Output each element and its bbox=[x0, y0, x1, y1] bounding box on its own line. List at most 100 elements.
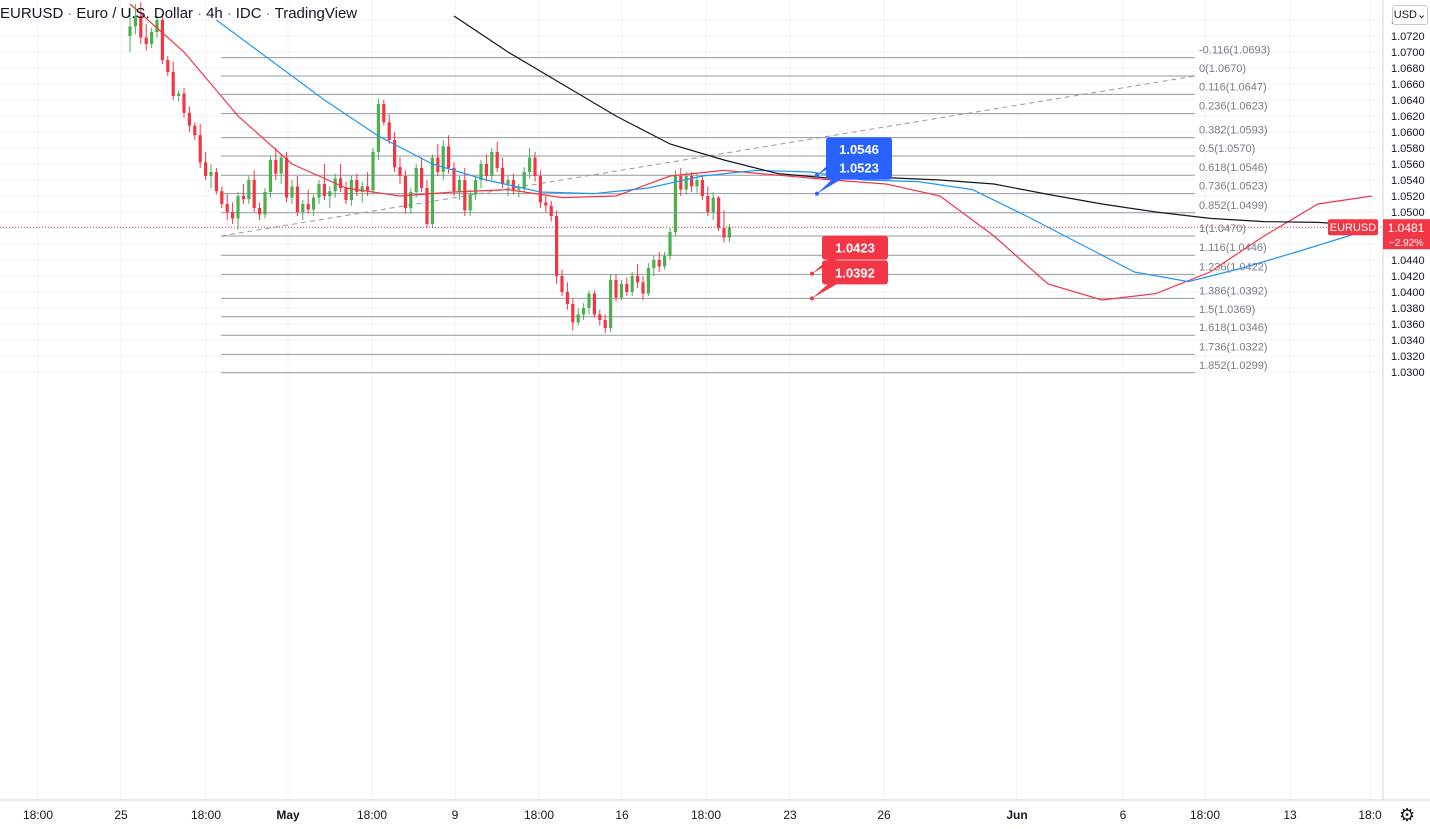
candle-body bbox=[344, 188, 348, 200]
price-label-box bbox=[822, 235, 888, 260]
moving-average-line bbox=[216, 19, 1362, 283]
candle-body bbox=[263, 192, 267, 215]
candle-body bbox=[727, 227, 731, 238]
candle-body bbox=[285, 157, 289, 198]
time-tick-label: 18:00 bbox=[23, 808, 53, 822]
candle-body bbox=[420, 168, 424, 188]
time-tick-label: May bbox=[276, 808, 300, 822]
candle-body bbox=[695, 180, 699, 187]
gear-icon[interactable]: ⚙ bbox=[1399, 805, 1416, 826]
candle-body bbox=[506, 180, 510, 184]
candle-body bbox=[144, 37, 148, 44]
time-tick-label: 16 bbox=[615, 808, 629, 822]
candle-body bbox=[560, 276, 564, 292]
symbol-tag-text: EURUSD bbox=[1330, 222, 1377, 234]
candle-body bbox=[295, 186, 299, 212]
currency-dropdown[interactable]: USD⌄ bbox=[1392, 5, 1428, 25]
platform-label: TradingView bbox=[274, 5, 358, 22]
time-tick-label: 9 bbox=[452, 808, 459, 822]
candle-body bbox=[349, 180, 353, 200]
dashed-trend-line bbox=[220, 75, 1196, 237]
candle-body bbox=[231, 212, 235, 219]
candle-body bbox=[290, 186, 294, 198]
candle-body bbox=[133, 16, 137, 27]
price-axis-background bbox=[1383, 0, 1430, 829]
interval-label[interactable]: 4h bbox=[206, 5, 223, 22]
candle-body bbox=[555, 216, 559, 276]
candle-body bbox=[484, 164, 488, 176]
candle-body bbox=[592, 293, 596, 315]
price-tick-label: 1.0560 bbox=[1391, 159, 1425, 171]
candle-body bbox=[409, 192, 413, 208]
candle-body bbox=[328, 191, 332, 196]
candle-body bbox=[679, 176, 683, 190]
candle-body bbox=[684, 176, 688, 190]
candle-body bbox=[214, 172, 218, 192]
fib-level-label: 0.5(1.0570) bbox=[1199, 143, 1255, 155]
currency-label: USD bbox=[1393, 9, 1417, 21]
candle-body bbox=[722, 228, 726, 238]
price-label-text: 1.0546 bbox=[839, 142, 879, 157]
candle-body bbox=[544, 202, 548, 206]
candle-body bbox=[387, 122, 391, 140]
candle-body bbox=[511, 180, 515, 190]
trend-line[interactable] bbox=[220, 75, 1196, 237]
price-label-pointer bbox=[817, 177, 844, 194]
candle-body bbox=[312, 197, 316, 210]
candle-body bbox=[538, 176, 542, 203]
candle-body bbox=[576, 314, 580, 323]
candle-body bbox=[522, 172, 526, 188]
candle-body bbox=[463, 180, 467, 211]
price-label-text: 1.0423 bbox=[835, 241, 875, 256]
candle-body bbox=[657, 260, 661, 267]
candle-body bbox=[582, 308, 586, 315]
price-tick-label: 1.0420 bbox=[1391, 271, 1425, 283]
time-tick-label: 18:00 bbox=[357, 808, 387, 822]
candle-body bbox=[587, 293, 591, 308]
symbol-name[interactable]: EURUSD bbox=[0, 5, 64, 22]
price-tick-label: 1.0600 bbox=[1391, 127, 1425, 139]
candle-body bbox=[198, 135, 202, 163]
price-tick-label: 1.0540 bbox=[1391, 175, 1425, 187]
candle-body bbox=[171, 72, 175, 96]
candle-body bbox=[619, 284, 623, 298]
candle-body bbox=[646, 268, 650, 294]
candle-body bbox=[150, 32, 154, 44]
time-tick-label: 25 bbox=[114, 808, 128, 822]
price-tick-label: 1.0360 bbox=[1391, 319, 1425, 331]
chart-grid bbox=[0, 0, 1383, 800]
fib-level-label: 1.5(1.0369) bbox=[1199, 304, 1255, 316]
fibonacci-extension[interactable]: -0.116(1.0693) 0(1.0670) 0.116(1.0647) 0.23… bbox=[221, 45, 1270, 374]
time-tick-label: 13 bbox=[1283, 808, 1297, 822]
price-tick-label: 1.0700 bbox=[1391, 47, 1425, 59]
time-axis[interactable]: 18:00 25 18:00 May 18:00 9 18:00 16 18:00 23 26 Jun… bbox=[0, 799, 1430, 829]
candle-body bbox=[209, 172, 213, 176]
price-labels[interactable]: 1.0546 1.0523 1.0423 1.0392 bbox=[810, 137, 892, 301]
candle-body bbox=[268, 160, 272, 192]
candle-body bbox=[609, 280, 613, 328]
candle-body bbox=[641, 282, 645, 294]
moving-average-line bbox=[129, 3, 1373, 301]
fib-level-label: 1.236(1.0422) bbox=[1199, 261, 1268, 273]
price-tick-label: 1.0340 bbox=[1391, 335, 1425, 347]
candle-body bbox=[495, 152, 499, 168]
candle-body bbox=[317, 184, 321, 198]
fib-level-label: 0.116(1.0647) bbox=[1199, 81, 1267, 93]
candle-body bbox=[166, 60, 170, 72]
symbol-description: Euro / U.S. Dollar bbox=[76, 5, 194, 22]
candle-body bbox=[355, 180, 359, 192]
price-label-box bbox=[826, 155, 892, 180]
price-axis[interactable]: 1.07401.07201.07001.06801.06601.06401.06… bbox=[1328, 0, 1430, 829]
time-tick-label: 23 bbox=[783, 808, 797, 822]
price-label-text: 1.0523 bbox=[839, 161, 879, 176]
fib-level-label: 1.116(1.0446) bbox=[1199, 242, 1267, 254]
candle-body bbox=[690, 176, 694, 187]
candle-body bbox=[447, 146, 451, 168]
price-tick-label: 1.0400 bbox=[1391, 287, 1425, 299]
candle-body bbox=[274, 160, 278, 174]
candle-body bbox=[398, 167, 402, 176]
candle-body bbox=[425, 188, 429, 224]
candle-body bbox=[241, 196, 245, 200]
candle-body bbox=[636, 276, 640, 283]
